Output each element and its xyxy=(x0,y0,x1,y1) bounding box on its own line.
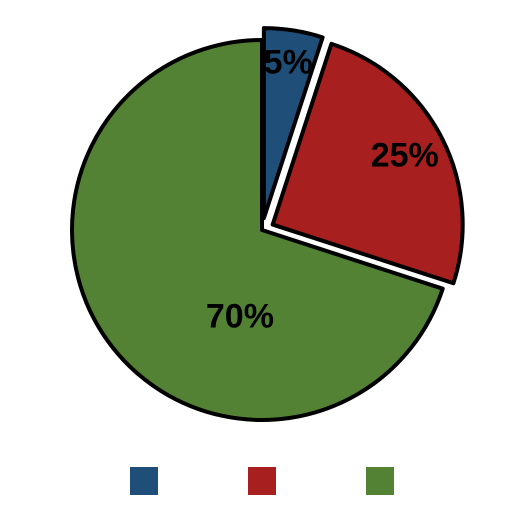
slice-label: 25% xyxy=(371,136,439,174)
legend xyxy=(0,467,524,495)
pie-svg: 5% 25% 70% xyxy=(0,0,524,525)
slice-label: 70% xyxy=(206,297,274,335)
legend-swatch xyxy=(366,467,394,495)
pie-chart: 5% 25% 70% xyxy=(0,0,524,525)
slice-label: 5% xyxy=(264,43,313,81)
legend-swatch xyxy=(248,467,276,495)
legend-swatch xyxy=(130,467,158,495)
